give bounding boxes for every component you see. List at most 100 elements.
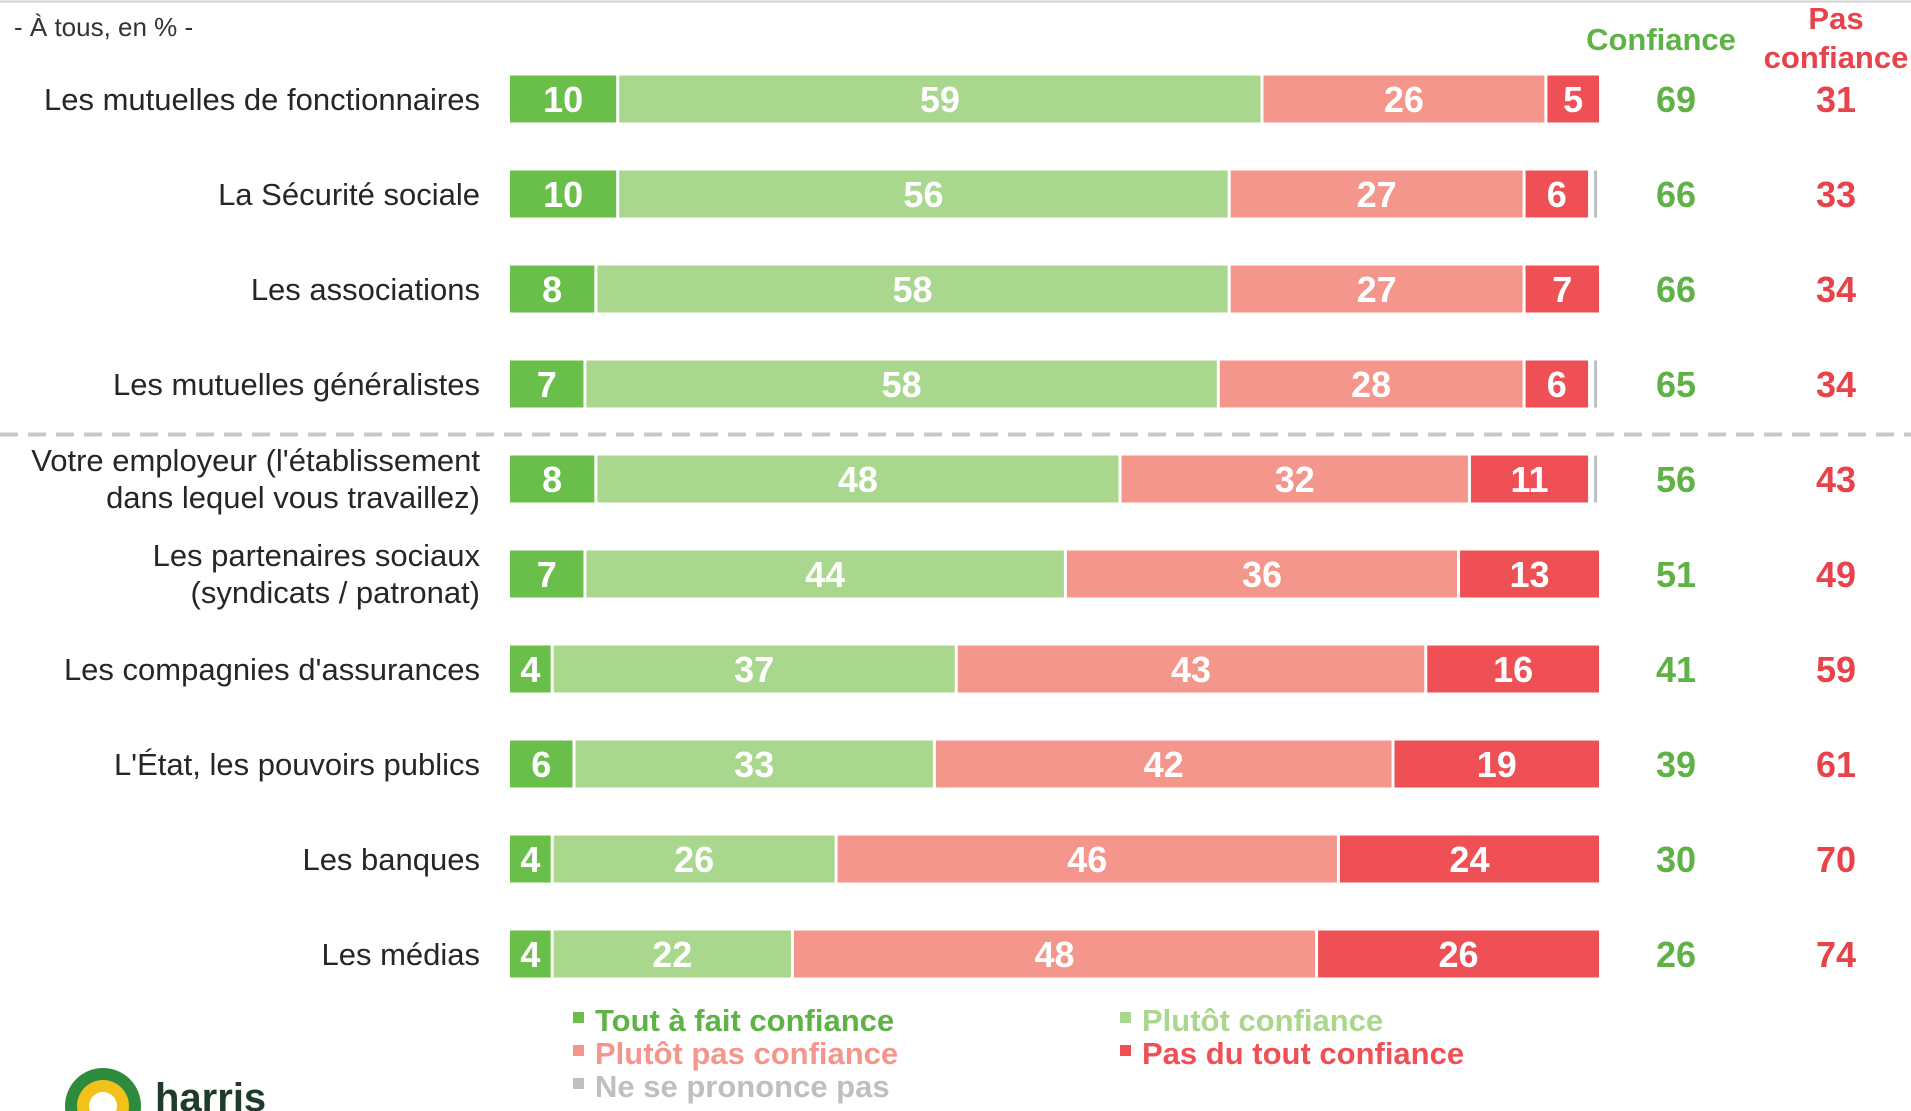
total-pas-confiance: 31	[1816, 79, 1856, 120]
bar-value-label: 4	[520, 839, 540, 880]
bar-segment-tout-a-fait	[510, 550, 584, 598]
bar-segment-plutot-pas	[793, 930, 1316, 978]
bar-segment-plutot	[553, 645, 955, 693]
bar-segment-tout-a-fait	[510, 170, 617, 218]
total-confiance: 30	[1656, 839, 1696, 880]
category-label: Votre employeur (l'établissement	[31, 443, 480, 478]
legend-swatch	[573, 1012, 584, 1023]
bar-segment-nsp	[1594, 360, 1598, 408]
bar-segment-pas-du-tout	[1525, 265, 1599, 313]
bar-value-label: 27	[1357, 174, 1397, 215]
category-label: Les banques	[302, 842, 480, 877]
bar-rows: Les mutuelles de fonctionnaires 10 59 26 5 69…	[0, 75, 1911, 978]
bar-row: Les banques 4 26 46 24 30 70	[302, 835, 1856, 883]
legend-label: Pas du tout confiance	[1142, 1036, 1464, 1071]
bar-segment-plutot	[619, 170, 1228, 218]
bar-segment-tout-a-fait	[510, 265, 595, 313]
legend-swatch	[1120, 1045, 1131, 1056]
bar-segment-tout-a-fait	[510, 740, 573, 788]
harris-logo: harris	[65, 1068, 266, 1111]
chart-subtitle: - À tous, en % -	[14, 12, 193, 42]
legend-swatch	[573, 1078, 584, 1089]
bar-value-label: 16	[1493, 649, 1533, 690]
pas-confiance-column-header-line2: confiance	[1764, 40, 1909, 75]
bar-segment-plutot	[553, 930, 791, 978]
bar-value-label: 56	[903, 174, 943, 215]
legend-swatch	[1120, 1012, 1131, 1023]
total-pas-confiance: 59	[1816, 649, 1856, 690]
legend: Tout à fait confiance Plutôt confiance Plu…	[573, 1003, 1464, 1104]
bar-row: La Sécurité sociale 10 56 27 6 66 33	[218, 170, 1856, 218]
bar-segment-pas-du-tout	[1525, 170, 1589, 218]
bar-segment-plutot-pas	[935, 740, 1392, 788]
bar-row: Les mutuelles généralistes 7 58 28 6 65 34	[113, 360, 1856, 408]
category-label: (syndicats / patronat)	[191, 575, 480, 610]
legend-label: Plutôt pas confiance	[595, 1036, 898, 1071]
category-label: Les médias	[321, 937, 480, 972]
bar-segment-plutot-pas	[1230, 265, 1523, 313]
bar-value-label: 24	[1449, 839, 1489, 880]
total-pas-confiance: 43	[1816, 459, 1856, 500]
bar-row: Les partenaires sociaux(syndicats / patr…	[153, 538, 1856, 610]
bar-value-label: 11	[1510, 459, 1548, 500]
category-label: L'État, les pouvoirs publics	[114, 747, 480, 782]
total-pas-confiance: 61	[1816, 744, 1856, 785]
bar-value-label: 58	[893, 269, 933, 310]
bar-segment-plutot-pas	[1066, 550, 1458, 598]
total-pas-confiance: 34	[1816, 269, 1856, 310]
bar-row: Les mutuelles de fonctionnaires 10 59 26 5 69…	[44, 75, 1856, 123]
bar-value-label: 7	[537, 554, 557, 595]
total-confiance: 39	[1656, 744, 1696, 785]
category-label: Les compagnies d'assurances	[64, 652, 480, 687]
bar-value-label: 10	[543, 174, 583, 215]
bar-segment-pas-du-tout	[1525, 360, 1589, 408]
total-confiance: 66	[1656, 174, 1696, 215]
bar-value-label: 42	[1144, 744, 1184, 785]
bar-segment-pas-du-tout	[1339, 835, 1599, 883]
bar-segment-plutot	[553, 835, 835, 883]
bar-segment-tout-a-fait	[510, 360, 584, 408]
total-confiance: 56	[1656, 459, 1696, 500]
bar-value-label: 19	[1477, 744, 1517, 785]
bar-segment-plutot	[586, 550, 1064, 598]
bar-segment-plutot	[586, 360, 1217, 408]
bar-value-label: 4	[520, 649, 540, 690]
total-confiance: 26	[1656, 934, 1696, 975]
bar-value-label: 22	[652, 934, 692, 975]
bar-value-label: 26	[1384, 79, 1424, 120]
bar-value-label: 48	[1034, 934, 1074, 975]
bar-value-label: 37	[734, 649, 774, 690]
bar-value-label: 28	[1351, 364, 1391, 405]
bar-value-label: 58	[882, 364, 922, 405]
category-label: La Sécurité sociale	[218, 177, 480, 212]
category-label: Les mutuelles généralistes	[113, 367, 480, 402]
bar-segment-plutot	[597, 265, 1228, 313]
bar-segment-nsp	[1594, 170, 1598, 218]
category-label: dans lequel vous travaillez)	[106, 480, 480, 515]
bar-segment-plutot-pas	[837, 835, 1337, 883]
bar-segment-tout-a-fait	[510, 645, 551, 693]
total-pas-confiance: 34	[1816, 364, 1856, 405]
bar-segment-tout-a-fait	[510, 930, 551, 978]
category-label: Les mutuelles de fonctionnaires	[44, 82, 480, 117]
bar-segment-tout-a-fait	[510, 835, 551, 883]
bar-segment-tout-a-fait	[510, 455, 595, 503]
confiance-column-header: Confiance	[1586, 22, 1736, 57]
bar-value-label: 36	[1242, 554, 1282, 595]
bar-row: Les médias 4 22 48 26 26 74	[321, 930, 1856, 978]
bar-segment-nsp	[1594, 455, 1598, 503]
bar-value-label: 7	[537, 364, 557, 405]
bar-value-label: 7	[1552, 269, 1572, 310]
category-label: Les associations	[251, 272, 480, 307]
bar-segment-plutot-pas	[1263, 75, 1545, 123]
total-confiance: 65	[1656, 364, 1696, 405]
bar-row: L'État, les pouvoirs publics 6 33 42 19 39 61	[114, 740, 1856, 788]
bar-value-label: 32	[1275, 459, 1315, 500]
total-pas-confiance: 49	[1816, 554, 1856, 595]
bar-segment-plutot-pas	[957, 645, 1425, 693]
bar-row: Les compagnies d'assurances 4 37 43 16 41 59	[64, 645, 1856, 693]
bar-segment-plutot	[619, 75, 1261, 123]
bar-value-label: 8	[542, 459, 562, 500]
bar-value-label: 44	[805, 554, 845, 595]
